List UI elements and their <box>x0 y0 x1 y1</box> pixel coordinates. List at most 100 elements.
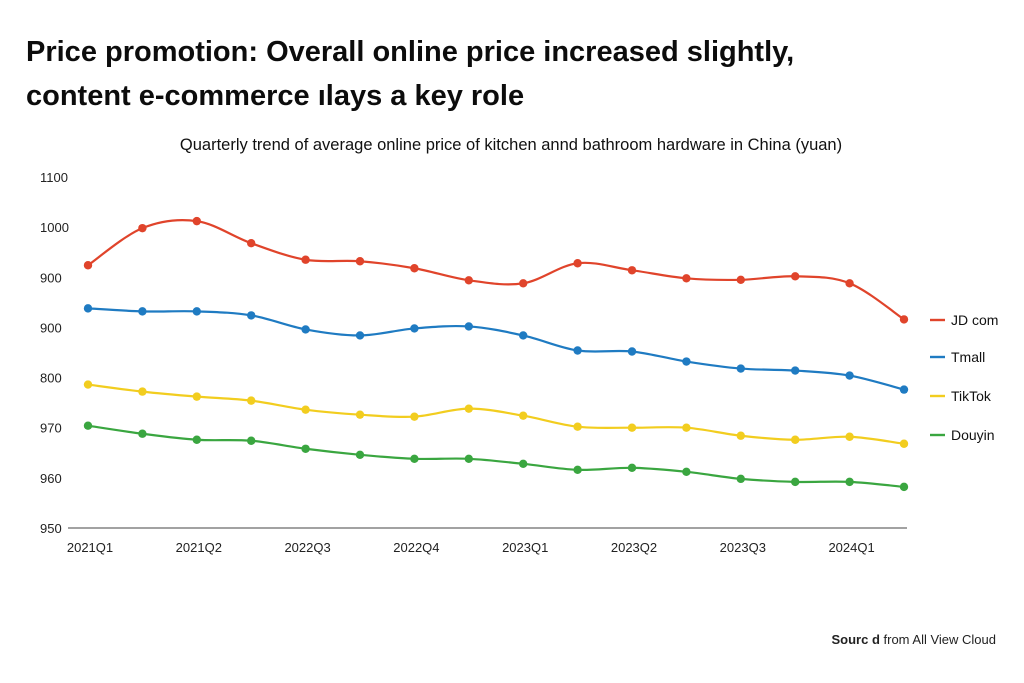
series-jd-com <box>83 216 909 324</box>
y-tick-label: 1100 <box>40 170 68 185</box>
data-point-tiktok <box>845 432 854 441</box>
page-headline: Price promotion: Overall online price in… <box>26 30 1006 118</box>
series-line-jd-com <box>86 219 906 321</box>
source-label: Sourc d <box>831 632 880 647</box>
data-point-douyin <box>845 477 854 487</box>
x-tick-label: 2022Q3 <box>284 540 330 555</box>
data-point-douyin <box>192 435 201 444</box>
data-point-jd-com <box>83 261 93 270</box>
data-point-tmall <box>627 347 637 356</box>
data-point-jd-com <box>899 315 909 324</box>
data-point-tiktok <box>627 423 637 432</box>
y-tick-label: 1000 <box>40 220 69 235</box>
y-tick-label: 800 <box>40 371 62 386</box>
data-point-douyin <box>410 454 419 464</box>
data-point-douyin <box>247 436 256 445</box>
x-tick-label: 2021Q1 <box>67 540 113 555</box>
data-point-jd-com <box>355 257 365 266</box>
data-point-douyin <box>899 482 909 492</box>
legend-label-jd-com: JD com <box>951 312 998 328</box>
data-point-tiktok <box>899 439 909 448</box>
x-tick-label: 2023Q3 <box>720 540 766 555</box>
data-point-jd-com <box>736 275 745 284</box>
data-point-tmall <box>247 311 256 320</box>
data-point-tiktok <box>138 387 147 396</box>
headline-line-1: Price promotion: Overall online price in… <box>26 36 795 68</box>
data-point-tiktok <box>410 412 419 421</box>
chart-series <box>83 216 909 492</box>
data-point-tiktok <box>736 431 745 440</box>
data-point-jd-com <box>301 255 310 264</box>
x-tick-label: 2021Q2 <box>176 540 222 555</box>
x-tick-label: 2022Q4 <box>393 540 439 555</box>
legend-label-tmall: Tmall <box>951 349 985 365</box>
data-point-tiktok <box>682 423 691 432</box>
data-point-douyin <box>355 450 365 459</box>
data-point-tiktok <box>355 410 365 419</box>
data-point-tiktok <box>573 422 582 431</box>
series-line-tmall <box>86 307 906 391</box>
data-point-douyin <box>682 467 691 477</box>
data-point-douyin <box>573 465 582 475</box>
data-point-jd-com <box>192 216 201 226</box>
data-point-jd-com <box>845 279 854 288</box>
x-tick-label: 2023Q2 <box>611 540 657 555</box>
series-tiktok <box>83 380 909 448</box>
x-tick-label: 2024Q1 <box>828 540 874 555</box>
data-point-jd-com <box>410 264 419 273</box>
series-line-douyin <box>86 424 906 488</box>
data-point-douyin <box>83 421 93 430</box>
data-point-douyin <box>736 474 745 484</box>
data-point-tiktok <box>791 435 800 444</box>
data-point-tiktok <box>247 396 256 405</box>
data-point-tmall <box>791 366 800 375</box>
chart-legend: JD com Tmall TikTok Douyin <box>930 312 998 443</box>
data-point-tiktok <box>301 405 310 414</box>
data-point-tmall <box>301 325 310 334</box>
data-point-tmall <box>682 357 691 366</box>
data-point-jd-com <box>682 274 691 283</box>
data-point-tmall <box>519 331 528 340</box>
y-tick-label: 900 <box>40 320 62 335</box>
data-point-tiktok <box>83 380 93 389</box>
data-point-jd-com <box>791 272 800 281</box>
x-tick-label: 2023Q1 <box>502 540 548 555</box>
data-point-tmall <box>845 371 854 380</box>
data-point-douyin <box>301 444 310 453</box>
data-point-douyin <box>627 463 637 473</box>
source-note: Sourc d from All View Cloud <box>831 632 996 647</box>
data-point-jd-com <box>464 276 473 285</box>
data-point-jd-com <box>138 223 147 233</box>
data-point-jd-com <box>627 266 637 275</box>
y-tick-label: 950 <box>40 521 62 536</box>
chart-axes: 950 960 970 800 900 900 1000 1100 2021Q1 2021Q2 20… <box>40 170 907 555</box>
y-tick-label: 970 <box>40 421 62 436</box>
series-douyin <box>83 421 909 492</box>
chart-title: Quarterly trend of average online price … <box>180 136 842 154</box>
series-line-tiktok <box>86 383 906 445</box>
data-point-tmall <box>899 385 909 394</box>
data-point-douyin <box>791 477 800 487</box>
legend-label-tiktok: TikTok <box>951 388 992 404</box>
data-point-jd-com <box>573 259 582 268</box>
headline-line-2: content e-commerce ılays a key role <box>26 80 525 112</box>
source-text: from All View Cloud <box>883 632 996 647</box>
data-point-jd-com <box>247 238 256 248</box>
y-tick-label: 900 <box>40 270 62 285</box>
data-point-tmall <box>410 324 419 333</box>
data-point-tiktok <box>464 404 473 413</box>
y-tick-label: 960 <box>40 471 62 486</box>
data-point-douyin <box>464 454 473 464</box>
data-point-tmall <box>736 364 745 373</box>
data-point-douyin <box>519 459 528 469</box>
data-point-tmall <box>138 307 147 316</box>
data-point-tiktok <box>519 411 528 420</box>
data-point-tmall <box>573 346 582 355</box>
data-point-tmall <box>355 331 365 340</box>
data-point-tmall <box>192 307 201 316</box>
data-point-tmall <box>83 304 93 313</box>
data-point-jd-com <box>519 279 528 288</box>
data-point-tiktok <box>192 392 201 401</box>
data-point-tmall <box>464 322 473 331</box>
